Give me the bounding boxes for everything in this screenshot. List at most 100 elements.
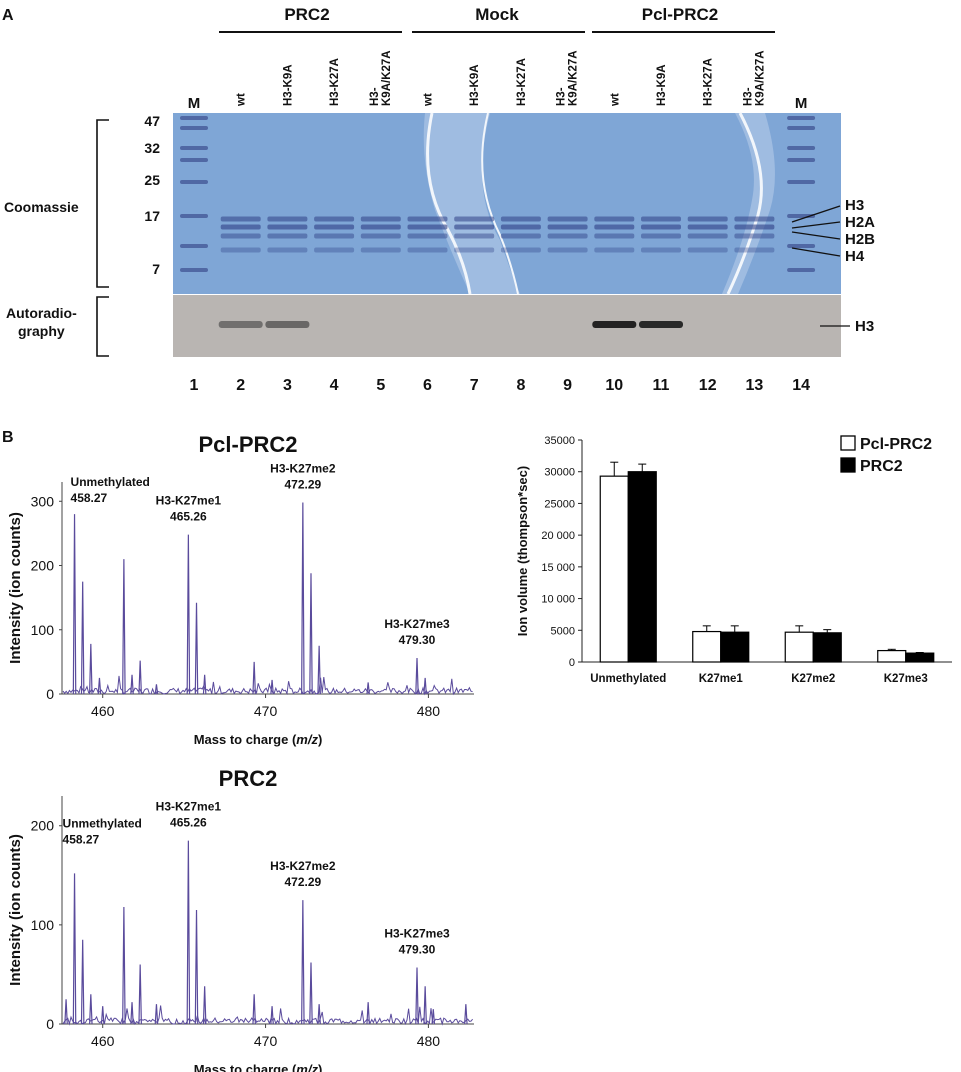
lane-numbers: 1 2 3 4 5 6 7 8 9 10 11 12 13 14 [190, 377, 811, 394]
peak-annotation-name: H3-K27me1 [156, 800, 222, 814]
y-tick-label: 300 [31, 493, 55, 509]
lane-header-12: H3-K27A [703, 58, 715, 106]
h3-leader [791, 205, 841, 223]
spectrum-prc2: PRC2 0 100 200 460 470 480 Intensity (ion count… [7, 766, 474, 1072]
spectrum-peak [301, 900, 305, 1025]
legend-label-pcl-prc2: Pcl-PRC2 [860, 436, 932, 453]
lane-number-14: 14 [792, 377, 810, 394]
group-label-pcl-prc2: Pcl-PRC2 [642, 5, 719, 24]
lane-header-14: M [795, 95, 808, 112]
histone-band [734, 224, 775, 230]
marker-size-32: 32 [144, 140, 160, 156]
histone-band [407, 224, 448, 230]
legend-swatch-prc2 [840, 457, 856, 473]
panel-b-label: B [2, 429, 14, 446]
spectrum-peak [154, 684, 159, 695]
lane-header-3: H3-K9A [282, 64, 294, 106]
lane-header-8: H3-K27A [516, 58, 528, 106]
spectrum-title: PRC2 [219, 766, 278, 791]
bar-category-k27me2: K27me2 [791, 673, 835, 685]
lane-header-text: H3-K27A [703, 58, 715, 106]
marker-band [787, 116, 816, 120]
peak-annotation-value: 465.26 [170, 816, 207, 830]
lane-header-11: H3-K9A [656, 64, 668, 106]
bar-y-tick-label: 30000 [544, 467, 575, 479]
spectrum-peak [270, 1006, 274, 1025]
marker-band [180, 214, 208, 218]
histone-band [220, 233, 261, 239]
spectrum-title: Pcl-PRC2 [198, 432, 297, 457]
histone-band [547, 224, 588, 230]
lane-header-7: H3-K9A [469, 64, 481, 106]
spectrum-peak [252, 661, 256, 695]
marker-band [787, 180, 816, 184]
autorad-label-line1: Autoradio- [6, 305, 77, 321]
x-tick-label: 460 [91, 703, 115, 719]
histone-band [641, 216, 681, 222]
spectrum-peak [415, 967, 419, 1025]
x-tick-label: 470 [254, 703, 278, 719]
h2b-leader [791, 231, 841, 240]
x-axis-label: Mass to charge (m/z) [194, 1062, 323, 1072]
gel-tear-right [722, 113, 775, 294]
y-axis-label: Intensity (ion counts) [7, 834, 24, 986]
marker-size-25: 25 [144, 172, 160, 188]
spectrum-peak [154, 1004, 159, 1025]
lane-header-text: K9A/K27A [754, 50, 766, 106]
spectrum-peak [301, 502, 305, 695]
histone-band [687, 247, 728, 253]
spectrum-peak [366, 682, 370, 695]
lane-header-text: H3- [556, 87, 568, 106]
spectrum-peak [431, 1009, 436, 1025]
bar-pcl-prc2-k27me3 [877, 649, 907, 663]
bar-pcl-prc2-unmethylated [599, 475, 629, 663]
marker-band [180, 268, 208, 272]
histone-band [734, 216, 775, 222]
histone-band [594, 247, 635, 253]
spectrum-peak [194, 909, 199, 1025]
marker-band [787, 126, 816, 130]
band-label-h3: H3 [845, 197, 864, 214]
histone-band [314, 233, 355, 239]
coomassie-gel [173, 112, 841, 295]
spectrum-peak [194, 602, 199, 695]
spectrum-peak [80, 581, 85, 695]
spectrum-peak [100, 1006, 105, 1025]
autorad-bracket [96, 296, 109, 357]
autorad-band-lane-11 [639, 321, 683, 328]
peak-annotation-value: 472.29 [284, 478, 321, 492]
spectrum-peak [130, 674, 134, 695]
histone-band [500, 247, 541, 253]
lane-header-13: H3- K9A/K27A [742, 50, 766, 106]
histone-band [594, 216, 635, 222]
bar-y-tick-label: 25000 [544, 498, 575, 510]
marker-band [787, 158, 816, 162]
lane-header-text: wt [609, 93, 621, 107]
lane-number-7: 7 [470, 377, 479, 394]
lane-header-6: wt [423, 93, 435, 107]
lane-number-4: 4 [330, 377, 339, 394]
autorad-band-lane-2 [218, 321, 263, 328]
histone-band [360, 224, 401, 230]
spectrum-peak [186, 534, 191, 695]
bar-y-tick-label: 15 000 [541, 562, 575, 574]
peak-annotation-value: 479.30 [399, 633, 436, 647]
ion-volume-bar-chart: 0 5000 10 000 15 000 20 000 25000 30000 35000 Io… [515, 435, 952, 685]
histone-band [687, 216, 728, 222]
bar-y-tick-label: 35000 [544, 435, 575, 447]
marker-size-47: 47 [144, 113, 160, 129]
marker-size-17: 17 [144, 208, 160, 224]
autorad-band-label-h3: H3 [855, 318, 874, 335]
y-tick-label: 100 [31, 622, 55, 638]
autorad-bands [218, 321, 683, 328]
panel-a-label: A [2, 7, 14, 24]
peak-annotation-value: 465.26 [170, 510, 207, 524]
spectrum-peak [202, 986, 207, 1025]
histone-band [594, 233, 635, 239]
lane-header-text: H3-K9A [656, 64, 668, 106]
spectrum-peak [423, 677, 427, 695]
lane-number-10: 10 [605, 377, 623, 394]
spectrum-peak [130, 1002, 134, 1025]
